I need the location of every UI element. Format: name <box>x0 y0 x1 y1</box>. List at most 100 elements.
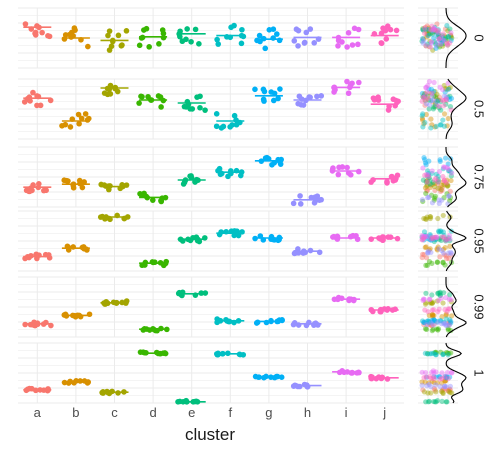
marginal-point <box>422 172 428 178</box>
marginal-point <box>421 252 427 258</box>
marginal-point <box>429 317 435 324</box>
marginal-point <box>431 25 437 31</box>
marginal-point <box>444 399 450 405</box>
marginal-point <box>433 374 439 380</box>
data-point <box>43 187 49 194</box>
marginal-point <box>433 171 439 177</box>
marginal-point <box>423 399 429 405</box>
marginal-point <box>443 384 449 390</box>
marginal-point <box>443 312 449 318</box>
marginal-point <box>430 299 436 305</box>
marginal-point <box>429 99 436 105</box>
marginal-point <box>447 198 453 204</box>
marginal-point <box>448 177 454 184</box>
marginal-point <box>423 244 429 250</box>
marginal-point <box>425 93 431 99</box>
marginal-point <box>438 229 444 235</box>
marginal-point <box>441 177 448 183</box>
data-point <box>370 177 376 183</box>
marginal-point <box>425 82 431 89</box>
marginal-point <box>449 370 455 376</box>
marginal-point <box>434 235 440 241</box>
marginal-point <box>422 244 428 251</box>
marginal-point <box>432 350 438 356</box>
data-point <box>235 232 242 239</box>
marginal-point <box>437 292 443 299</box>
data-point <box>158 104 164 110</box>
marginal-point <box>426 172 432 179</box>
marginal-point <box>426 158 432 164</box>
marginal-point <box>421 215 427 222</box>
marginal-point <box>445 325 451 332</box>
marginal-point <box>429 300 435 306</box>
marginal-point <box>434 259 440 265</box>
marginal-point <box>426 32 432 38</box>
marginal-point <box>422 369 429 376</box>
marginal-point <box>441 164 447 170</box>
marginal-point <box>442 155 449 161</box>
marginal-point <box>435 309 441 315</box>
data-point <box>256 32 263 39</box>
marginal-point <box>433 175 439 181</box>
marginal-point <box>441 351 447 357</box>
marginal-point <box>440 390 446 396</box>
marginal-point <box>444 191 450 197</box>
marginal-point <box>443 238 449 244</box>
marginal-point <box>445 387 452 393</box>
marginal-point <box>447 188 453 194</box>
data-point <box>119 42 125 48</box>
marginal-point <box>446 306 453 312</box>
marginal-point <box>427 236 433 243</box>
marginal-point <box>429 29 436 36</box>
marginal-point <box>448 32 454 38</box>
data-point <box>213 111 220 117</box>
marginal-point <box>424 187 430 194</box>
marginal-point <box>425 32 431 39</box>
marginal-point <box>422 119 428 126</box>
x-tick-label: i <box>345 405 348 420</box>
marginal-point <box>449 35 455 41</box>
marginal-point <box>429 312 435 318</box>
marginal-point <box>435 215 441 222</box>
marginal-point <box>424 326 430 332</box>
marginal-point <box>427 27 433 33</box>
marginal-point <box>433 352 439 358</box>
marginal-point <box>443 181 449 187</box>
marginal-point <box>444 164 450 171</box>
marginal-point <box>447 40 453 46</box>
marginal-point <box>431 374 437 380</box>
marginal-point <box>419 254 425 261</box>
data-point <box>307 26 314 32</box>
data-point <box>84 380 91 386</box>
marginal-point <box>421 389 428 395</box>
marginal-point <box>423 172 430 178</box>
marginal-point <box>425 172 431 178</box>
data-point <box>349 80 355 87</box>
marginal-point <box>445 166 452 172</box>
data-point <box>379 237 386 244</box>
marginal-point <box>434 247 440 253</box>
marginal-point <box>431 398 437 405</box>
data-point <box>72 27 78 33</box>
marginal-point <box>425 174 432 180</box>
marginal-point <box>444 37 450 44</box>
data-point <box>291 320 298 326</box>
marginal-point <box>436 105 442 111</box>
marginal-point <box>441 37 447 44</box>
data-point <box>61 36 68 42</box>
marginal-point <box>438 295 444 301</box>
data-point <box>123 28 130 34</box>
marginal-point <box>426 97 432 103</box>
data-point <box>196 41 202 47</box>
marginal-point <box>431 317 437 323</box>
data-point <box>39 29 45 36</box>
marginal-point <box>419 251 426 257</box>
data-point <box>261 88 268 95</box>
marginal-point <box>439 234 445 240</box>
x-axis-label: cluster <box>185 425 235 444</box>
marginal-point <box>428 320 434 326</box>
marginal-point <box>441 195 447 201</box>
marginal-point <box>432 124 438 130</box>
marginal-point <box>440 87 446 93</box>
data-point <box>393 27 400 34</box>
